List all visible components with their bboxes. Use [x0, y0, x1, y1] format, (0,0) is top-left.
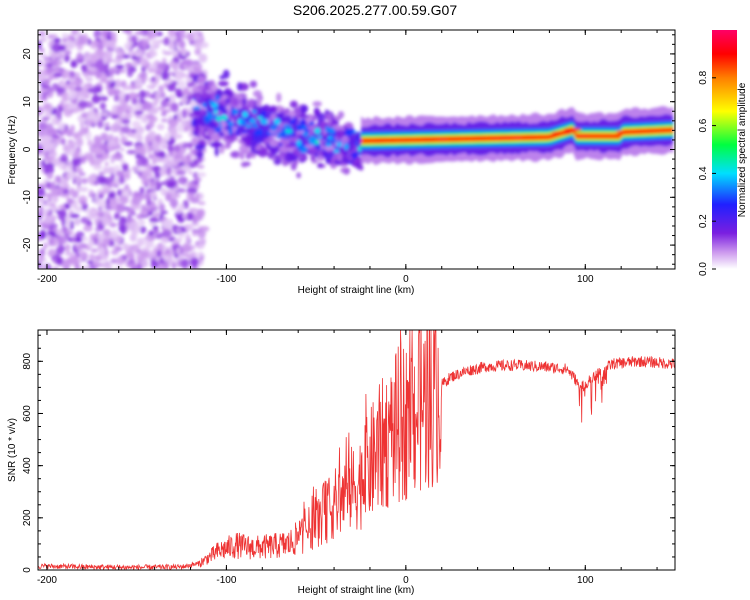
colorbar-tick-label: 0.6: [698, 118, 709, 132]
spectrogram-xtick-label: 0: [403, 274, 409, 285]
snr-ytick-label: 400: [22, 457, 33, 474]
snr-panel: -200 -100 0 100 0 200 400 600 800 Height of stra…: [7, 329, 676, 596]
snr-ytick-label: 600: [22, 405, 33, 422]
spectrogram-xtick-label: 100: [577, 274, 594, 285]
snr-xtick-label: -200: [37, 575, 57, 586]
colorbar: 0.0 0.2 0.4 0.6 0.8 Normalized spectral ampl…: [698, 30, 748, 276]
spectrogram-ytick-label: 20: [22, 48, 33, 60]
snr-ytick-label: 0: [22, 567, 33, 573]
snr-xtick-label: 100: [577, 575, 594, 586]
spectrogram-plot-area: [38, 30, 674, 269]
spectrogram-ylabel: Frequency (Hz): [7, 116, 18, 185]
spectrogram-ytick-label: -10: [22, 190, 33, 205]
spectrogram-xtick-label: -200: [37, 274, 57, 285]
colorbar-ticks: 0.0 0.2 0.4 0.6 0.8: [698, 70, 716, 276]
snr-ytick-label: 200: [22, 509, 33, 526]
snr-xlabel: Height of straight line (km): [298, 585, 415, 596]
colorbar-tick-label: 0.8: [698, 70, 709, 84]
spectrogram-ytick-label: -20: [22, 237, 33, 252]
snr-xtick-label: -100: [216, 575, 236, 586]
colorbar-ramp: [712, 30, 737, 269]
snr-ylabel: SNR (10 * v/v): [7, 418, 18, 482]
spectrogram-xlabel: Height of straight line (km): [298, 285, 415, 296]
spectrogram-ytick-label: 10: [22, 96, 33, 108]
colorbar-tick-label: 0.2: [698, 214, 709, 228]
snr-xtick-label: 0: [403, 575, 409, 586]
snr-plot-area: [38, 330, 675, 570]
spectrogram-ytick-label: 0: [22, 146, 33, 152]
colorbar-tick-label: 0.0: [698, 262, 709, 276]
spectrogram-xtick-label: -100: [216, 274, 236, 285]
colorbar-label: Normalized spectral amplitude: [737, 82, 748, 217]
figure-title: S206.2025.277.00.59.G07: [292, 2, 458, 18]
snr-series-line: [38, 330, 675, 570]
snr-ytick-label: 800: [22, 353, 33, 370]
snr-frame: [37, 329, 676, 571]
colorbar-tick-label: 0.4: [698, 166, 709, 180]
snr-axes: -200 -100 0 100 0 200 400 600 800: [22, 330, 675, 586]
spectrogram-blobs: [38, 30, 674, 269]
